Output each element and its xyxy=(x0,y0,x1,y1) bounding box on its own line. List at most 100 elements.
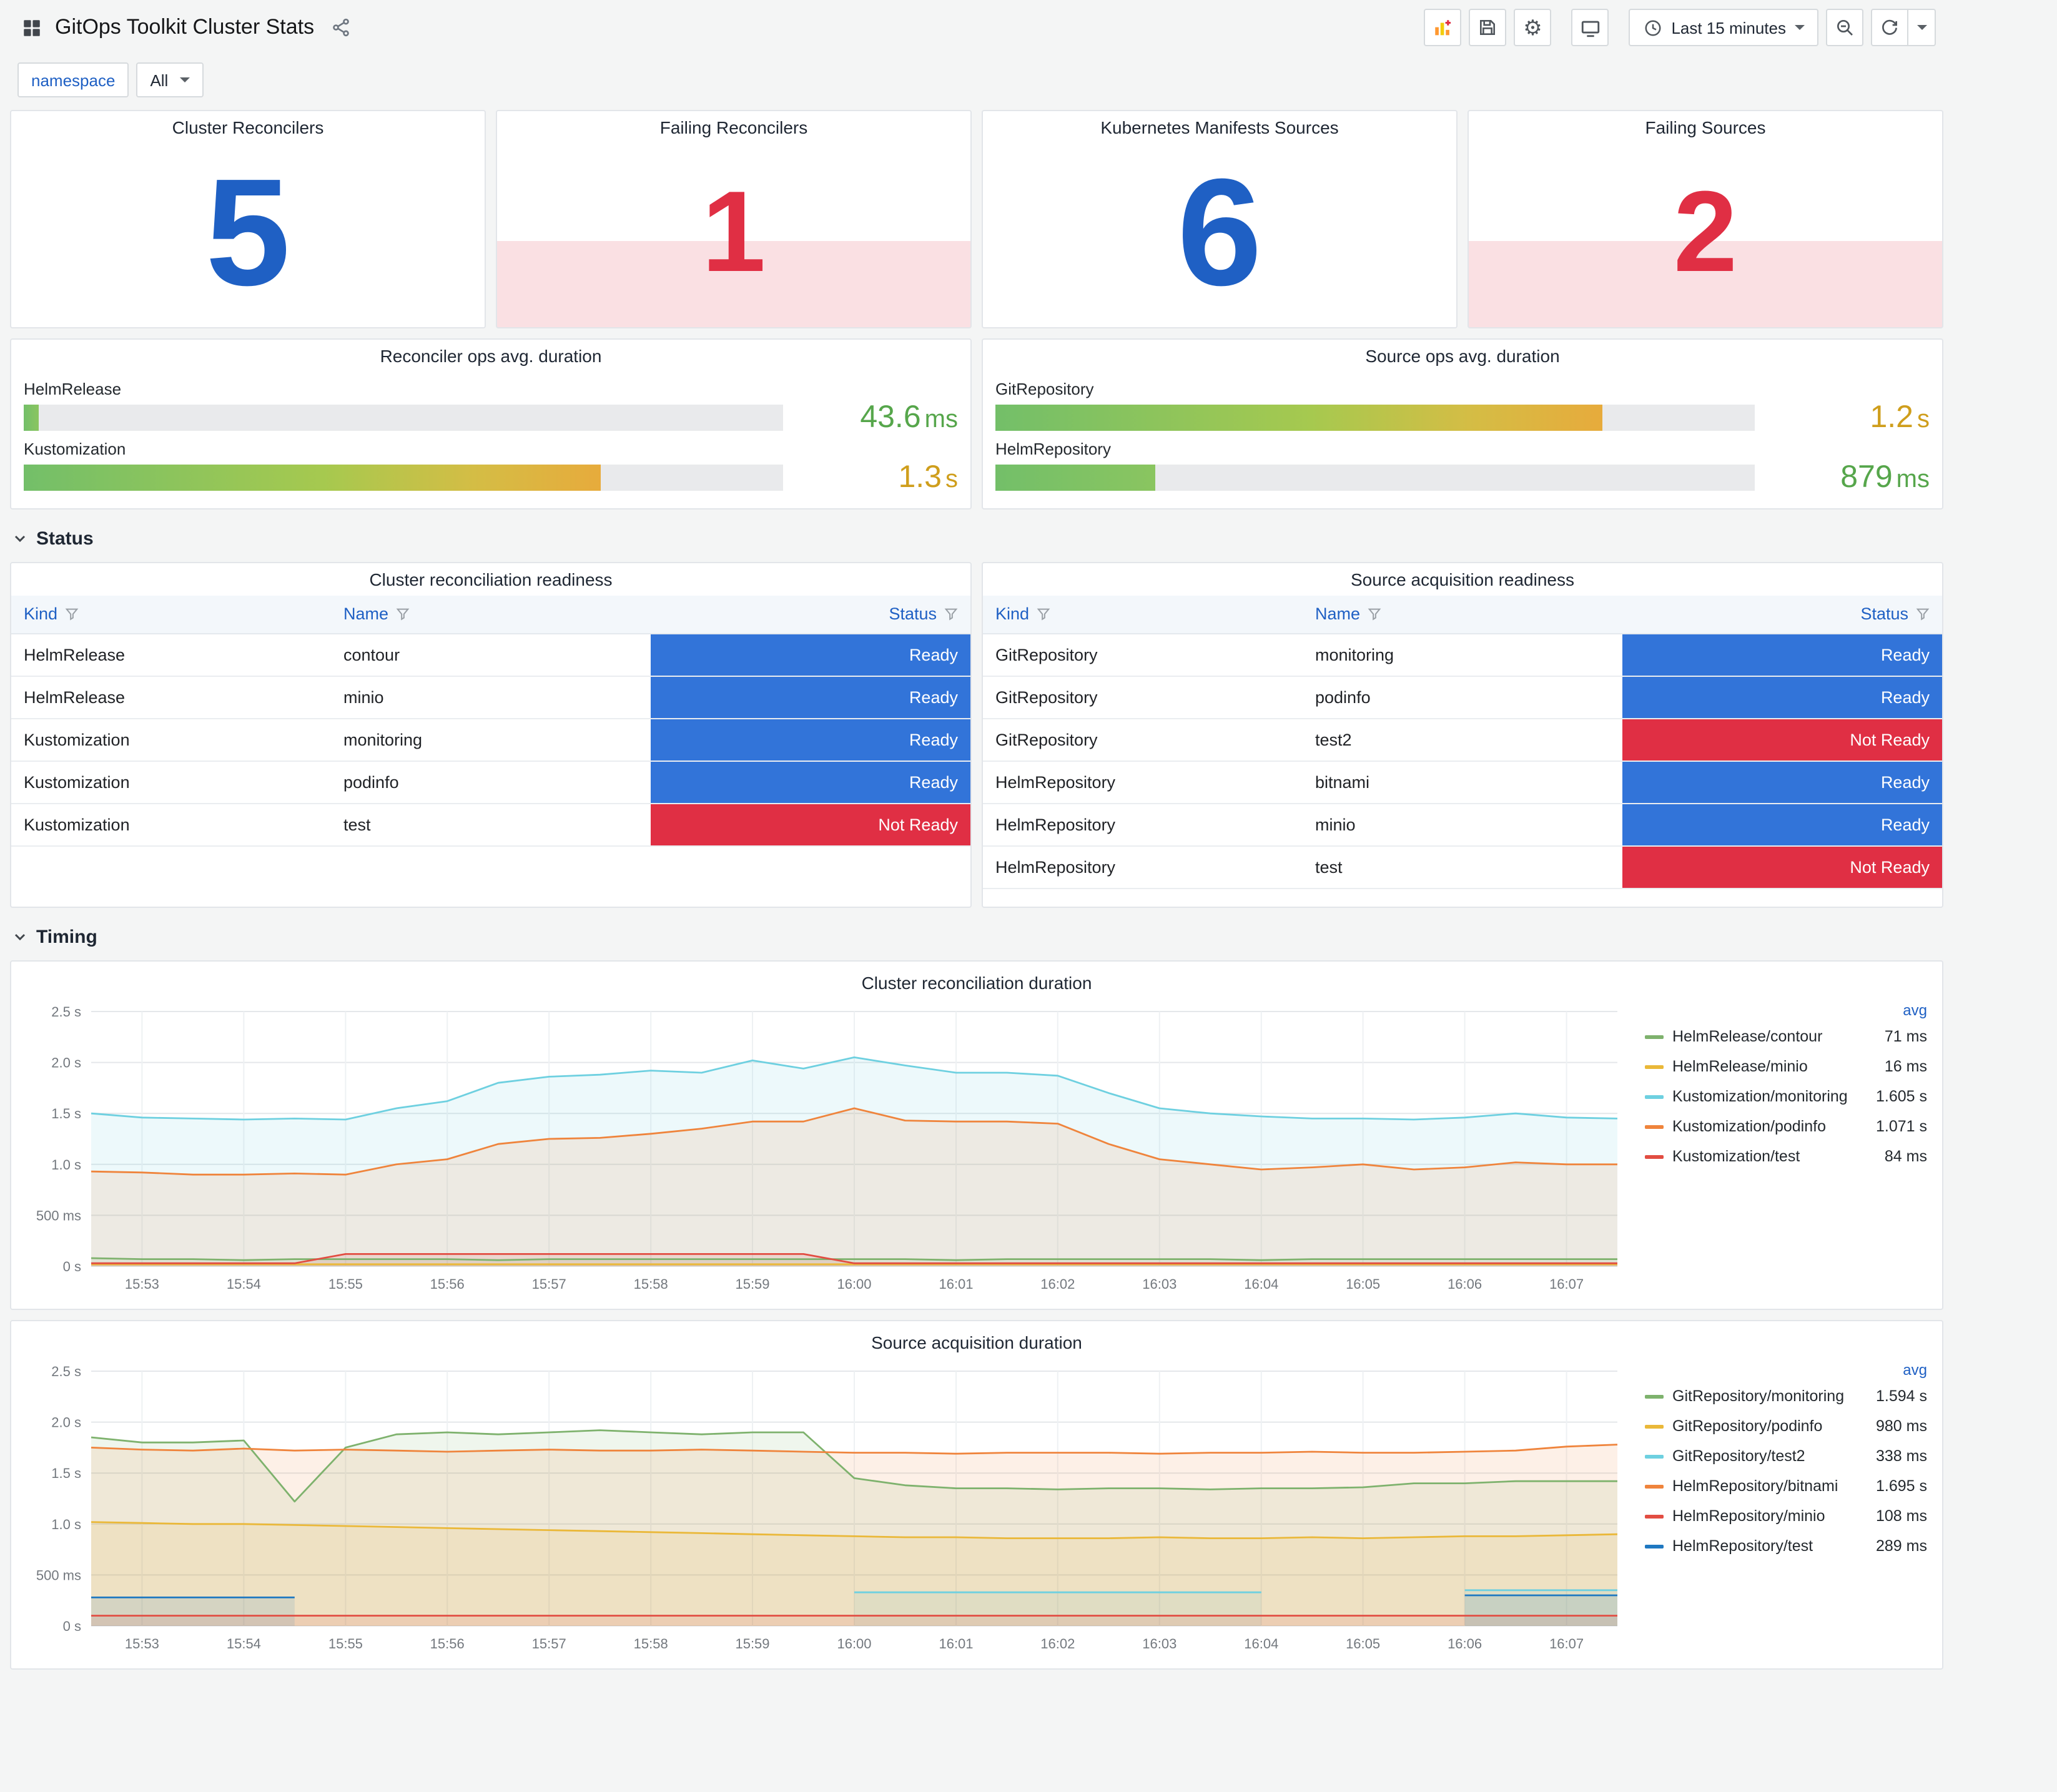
svg-text:16:00: 16:00 xyxy=(837,1636,871,1652)
legend-item[interactable]: GitRepository/podinfo 980 ms xyxy=(1645,1411,1927,1441)
series-color-dash xyxy=(1645,1095,1664,1098)
svg-text:16:02: 16:02 xyxy=(1040,1276,1075,1292)
svg-text:15:53: 15:53 xyxy=(125,1636,159,1652)
stat-alert-background xyxy=(497,240,970,327)
series-name: GitRepository/test2 xyxy=(1672,1447,1805,1465)
legend-item[interactable]: HelmRepository/minio 108 ms xyxy=(1645,1501,1927,1531)
series-name: Kustomization/monitoring xyxy=(1672,1088,1848,1105)
table-row[interactable]: GitRepository podinfo Ready xyxy=(983,676,1942,719)
table-row[interactable]: Kustomization monitoring Ready xyxy=(11,718,970,761)
svg-text:1.0 s: 1.0 s xyxy=(51,1517,81,1532)
legend-item[interactable]: Kustomization/podinfo 1.071 s xyxy=(1645,1111,1927,1141)
legend-item[interactable]: HelmRelease/contour 71 ms xyxy=(1645,1022,1927,1051)
share-icon[interactable] xyxy=(327,14,354,41)
gauge-value: 43.6 ms xyxy=(860,400,958,435)
column-header-name[interactable]: Name xyxy=(331,596,651,634)
readiness-table: Kind Name Status HelmRelease contour Ready Hel… xyxy=(11,596,970,846)
column-header-name[interactable]: Name xyxy=(1303,596,1622,634)
status-badge: Not Ready xyxy=(1622,846,1942,887)
status-cell: Ready xyxy=(651,676,970,719)
series-color-dash xyxy=(1645,1514,1664,1518)
series-avg-value: 980 ms xyxy=(1876,1417,1927,1435)
series-avg-value: 289 ms xyxy=(1876,1537,1927,1555)
kind-cell: Kustomization xyxy=(11,718,331,761)
legend-item[interactable]: Kustomization/monitoring 1.605 s xyxy=(1645,1081,1927,1111)
series-color-dash xyxy=(1645,1424,1664,1428)
variable-value-dropdown[interactable]: All xyxy=(136,62,204,97)
table-row[interactable]: HelmRelease minio Ready xyxy=(11,676,970,719)
legend-item[interactable]: HelmRelease/minio 16 ms xyxy=(1645,1051,1927,1081)
status-badge: Ready xyxy=(651,761,970,802)
panel-title[interactable]: Kubernetes Manifests Sources xyxy=(1100,117,1339,137)
time-series-chart[interactable]: 0 s 500 ms 1.0 s 1.5 s 2.0 s 2.5 s 15:53 15:54 1… xyxy=(21,1359,1635,1665)
status-badge: Not Ready xyxy=(1622,719,1942,760)
panel-title[interactable]: Cluster Reconcilers xyxy=(172,117,324,137)
panel-title[interactable]: Source acquisition duration xyxy=(871,1332,1082,1352)
time-picker-button[interactable]: Last 15 minutes xyxy=(1629,9,1818,46)
svg-text:1.0 s: 1.0 s xyxy=(51,1157,81,1173)
status-badge: Ready xyxy=(1622,804,1942,845)
refresh-button[interactable] xyxy=(1871,9,1908,46)
refresh-interval-dropdown[interactable] xyxy=(1908,9,1936,46)
name-cell: test xyxy=(331,803,651,846)
panel-title[interactable]: Failing Sources xyxy=(1645,117,1766,137)
kind-cell: HelmRelease xyxy=(11,633,331,676)
series-avg-value: 16 ms xyxy=(1884,1058,1927,1075)
column-header-label: Kind xyxy=(995,604,1030,624)
dashboard-title: GitOps Toolkit Cluster Stats xyxy=(55,15,315,39)
stat-panel: Kubernetes Manifests Sources 6 xyxy=(982,110,1458,328)
panel-title[interactable]: Cluster reconciliation readiness xyxy=(369,569,613,589)
gauge-label: HelmRepository xyxy=(995,440,1111,458)
panel-title[interactable]: Source ops avg. duration xyxy=(1365,346,1560,366)
panel-title[interactable]: Reconciler ops avg. duration xyxy=(380,346,602,366)
panel-title[interactable]: Cluster reconciliation duration xyxy=(861,973,1092,993)
table-row[interactable]: HelmRepository minio Ready xyxy=(983,803,1942,846)
legend-item[interactable]: HelmRepository/test 289 ms xyxy=(1645,1531,1927,1561)
add-panel-button[interactable] xyxy=(1424,9,1462,46)
svg-text:16:06: 16:06 xyxy=(1448,1276,1482,1292)
svg-text:16:02: 16:02 xyxy=(1040,1636,1075,1652)
svg-text:16:05: 16:05 xyxy=(1346,1636,1380,1652)
save-dashboard-button[interactable] xyxy=(1469,9,1507,46)
chevron-down-icon xyxy=(12,531,27,546)
table-row[interactable]: HelmRelease contour Ready xyxy=(11,633,970,676)
name-cell: test xyxy=(1303,845,1622,889)
table-row[interactable]: Kustomization podinfo Ready xyxy=(11,761,970,804)
zoom-out-button[interactable] xyxy=(1826,9,1863,46)
table-row[interactable]: HelmRepository test Not Ready xyxy=(983,845,1942,889)
table-row[interactable]: HelmRepository bitnami Ready xyxy=(983,761,1942,804)
kind-cell: GitRepository xyxy=(983,718,1303,761)
panel-title[interactable]: Failing Reconcilers xyxy=(659,117,808,137)
column-header-status[interactable]: Status xyxy=(1622,596,1942,634)
row-toggle-status[interactable]: Status xyxy=(12,524,1941,552)
stat-panel: Cluster Reconcilers 5 xyxy=(10,110,486,328)
apps-grid-icon[interactable] xyxy=(17,14,45,41)
legend-avg-header[interactable]: avg xyxy=(1903,1361,1927,1379)
timeseries-panel: Source acquisition duration 0 s 500 ms 1.0 … xyxy=(10,1320,1943,1670)
series-avg-value: 1.594 s xyxy=(1875,1387,1927,1405)
row-toggle-timing[interactable]: Timing xyxy=(12,923,1941,950)
legend-item[interactable]: GitRepository/monitoring 1.594 s xyxy=(1645,1381,1927,1411)
column-header-status[interactable]: Status xyxy=(651,596,970,634)
stat-value: 5 xyxy=(205,147,290,317)
column-header-kind[interactable]: Kind xyxy=(11,596,331,634)
legend-item[interactable]: Kustomization/test 84 ms xyxy=(1645,1141,1927,1171)
kind-cell: GitRepository xyxy=(983,676,1303,719)
stat-value: 2 xyxy=(1673,168,1738,296)
legend-item[interactable]: HelmRepository/bitnami 1.695 s xyxy=(1645,1471,1927,1501)
time-series-chart[interactable]: 0 s 500 ms 1.0 s 1.5 s 2.0 s 2.5 s 15:53 15:54 1… xyxy=(21,999,1635,1305)
table-row[interactable]: GitRepository monitoring Ready xyxy=(983,633,1942,676)
series-avg-value: 84 ms xyxy=(1884,1148,1927,1165)
status-cell: Ready xyxy=(1622,633,1942,676)
legend-item[interactable]: GitRepository/test2 338 ms xyxy=(1645,1441,1927,1471)
cycle-view-mode-button[interactable] xyxy=(1571,9,1609,46)
kind-cell: HelmRepository xyxy=(983,761,1303,804)
status-cell: Not Ready xyxy=(1622,718,1942,761)
table-row[interactable]: GitRepository test2 Not Ready xyxy=(983,718,1942,761)
column-header-kind[interactable]: Kind xyxy=(983,596,1303,634)
table-row[interactable]: Kustomization test Not Ready xyxy=(11,803,970,846)
legend-avg-header[interactable]: avg xyxy=(1903,1002,1927,1019)
dashboard-settings-button[interactable]: ⚙ xyxy=(1514,9,1552,46)
panel-title[interactable]: Source acquisition readiness xyxy=(1351,569,1574,589)
series-name: HelmRepository/test xyxy=(1672,1537,1813,1555)
